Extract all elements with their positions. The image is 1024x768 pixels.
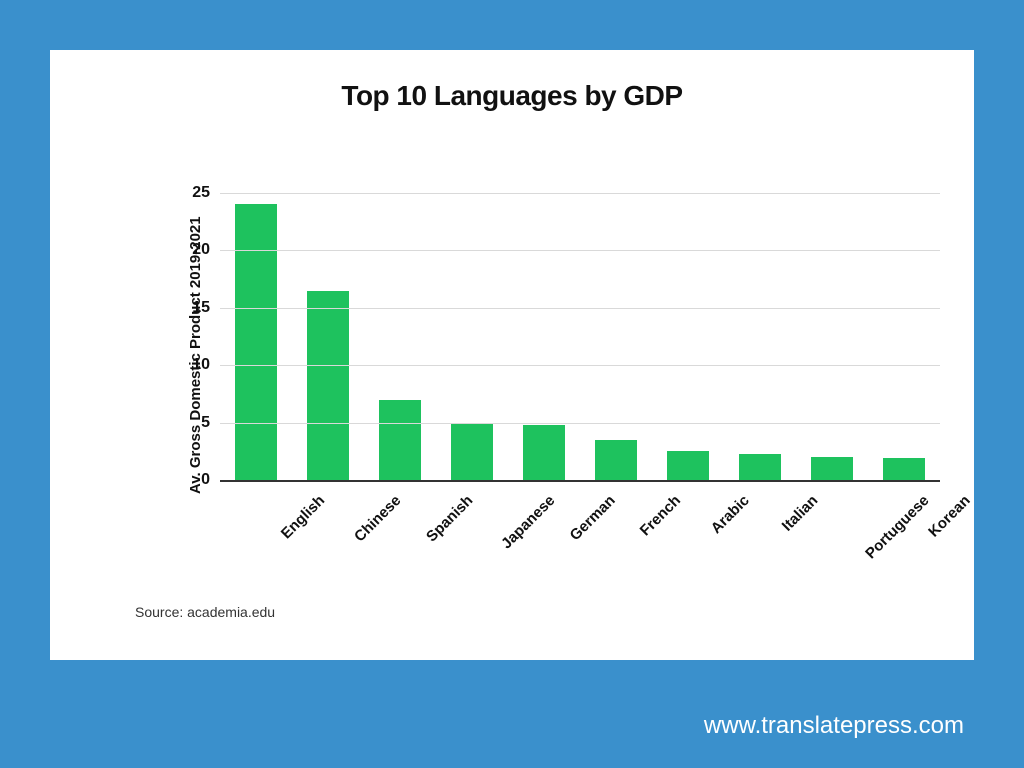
x-tick-label: Portuguese xyxy=(862,492,932,562)
x-tick-label: Arabic xyxy=(708,492,753,537)
gridline xyxy=(220,480,940,482)
y-tick: 5 xyxy=(50,414,210,432)
footer-url: www.translatepress.com xyxy=(704,712,964,740)
x-tick-label: Italian xyxy=(779,492,822,535)
gridline xyxy=(220,308,940,309)
y-tick: 15 xyxy=(50,299,210,317)
bar xyxy=(235,204,277,480)
x-tick-label: German xyxy=(567,492,619,544)
bar xyxy=(451,423,493,480)
y-tick: 10 xyxy=(50,356,210,374)
bars-layer xyxy=(220,170,940,480)
x-tick-label: Spanish xyxy=(423,492,476,545)
bar xyxy=(523,425,565,480)
gridline xyxy=(220,193,940,194)
bar xyxy=(379,400,421,480)
x-tick-label: Korean xyxy=(925,492,974,541)
x-tick-label: English xyxy=(278,492,328,542)
frame: Top 10 Languages by GDP Av. Gross Domest… xyxy=(0,0,1024,768)
chart-card: Top 10 Languages by GDP Av. Gross Domest… xyxy=(50,50,974,660)
gridline xyxy=(220,365,940,366)
bar xyxy=(667,451,709,480)
plot-area xyxy=(220,170,940,480)
y-tick: 20 xyxy=(50,241,210,259)
x-tick-label: French xyxy=(637,492,684,539)
x-tick-label: Japanese xyxy=(498,492,558,552)
gridline xyxy=(220,250,940,251)
bar xyxy=(307,291,349,480)
y-tick: 25 xyxy=(50,184,210,202)
y-tick: 0 xyxy=(50,471,210,489)
bar xyxy=(595,440,637,480)
bar xyxy=(883,458,925,480)
bar xyxy=(739,454,781,480)
chart-title: Top 10 Languages by GDP xyxy=(50,80,974,112)
gridline xyxy=(220,423,940,424)
source-text: Source: academia.edu xyxy=(135,604,275,620)
bar xyxy=(811,457,853,480)
x-tick-label: Chinese xyxy=(351,492,404,545)
